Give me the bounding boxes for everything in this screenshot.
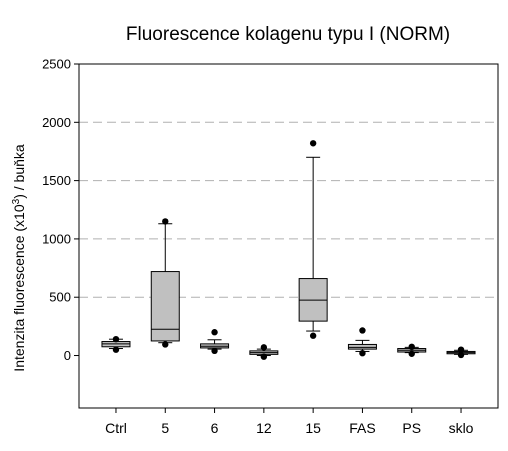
x-tick-label: 15 xyxy=(305,420,321,436)
box-5 xyxy=(150,218,180,348)
y-axis-label-superscript: 3 xyxy=(11,198,22,204)
y-tick-label: 1500 xyxy=(42,173,71,188)
y-axis-label: Intenzita fluorescence (x103) / buňka xyxy=(11,144,27,372)
outlier-point xyxy=(309,332,317,339)
iqr-box xyxy=(150,271,180,342)
outlier-point xyxy=(309,140,317,147)
chart-title: Fluorescence kolagenu typu I (NORM) xyxy=(126,24,450,45)
outlier-point xyxy=(162,218,169,225)
outlier-point xyxy=(408,343,415,350)
iqr-box xyxy=(347,343,377,350)
box-Ctrl xyxy=(101,336,131,353)
x-axis-ticks: Ctrl 5 6 12 15 FAS PS sklo xyxy=(105,408,474,436)
grid-lines xyxy=(79,121,498,298)
x-tick-label: 6 xyxy=(211,420,219,436)
outlier-point xyxy=(112,346,120,353)
outlier-point xyxy=(359,349,366,357)
box-12 xyxy=(249,344,279,360)
outlier-point xyxy=(457,346,465,353)
box-FAS xyxy=(347,327,377,357)
plot-area-frame xyxy=(78,63,499,409)
outlier-point xyxy=(211,347,218,355)
box-series xyxy=(101,140,476,360)
box-15 xyxy=(298,140,328,339)
outlier-point xyxy=(162,341,169,348)
y-tick-label: 0 xyxy=(64,348,71,363)
outlier-point xyxy=(260,353,268,360)
box-sklo xyxy=(446,346,476,359)
outlier-point xyxy=(408,350,415,357)
box-6 xyxy=(200,329,230,355)
y-axis-ticks: 0 500 1000 1500 2000 2500 xyxy=(42,57,79,363)
box-PS xyxy=(397,343,427,357)
outlier-point xyxy=(211,329,218,336)
y-tick-label: 2500 xyxy=(42,57,71,72)
x-tick-label: Ctrl xyxy=(105,420,127,436)
outlier-point xyxy=(112,336,120,343)
x-tick-label: sklo xyxy=(449,420,474,436)
y-axis-label-suffix: ) / buňka xyxy=(11,144,27,199)
outlier-point xyxy=(359,327,366,334)
x-tick-label: 5 xyxy=(161,420,169,436)
y-axis-label-prefix: Intenzita fluorescence (x10 xyxy=(11,204,27,372)
outlier-point xyxy=(457,351,465,359)
y-tick-label: 500 xyxy=(49,290,71,305)
x-tick-label: FAS xyxy=(349,420,375,436)
x-tick-label: PS xyxy=(402,420,421,436)
x-tick-label: 12 xyxy=(256,420,272,436)
outlier-point xyxy=(260,344,268,351)
y-tick-label: 1000 xyxy=(42,231,71,246)
y-tick-label: 2000 xyxy=(42,115,71,130)
